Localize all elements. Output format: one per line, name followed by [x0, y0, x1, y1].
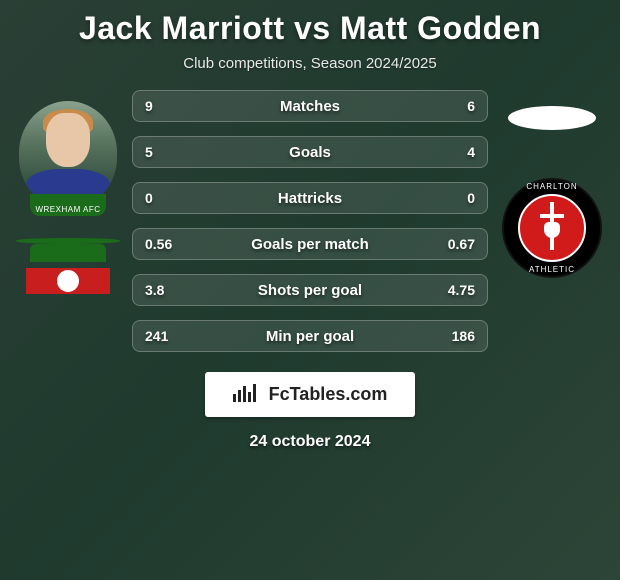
club-crest-right: CHARLTON ATHLETIC: [502, 178, 602, 278]
stat-label: Min per goal: [266, 328, 354, 345]
infographic-root: Jack Marriott vs Matt Godden Club compet…: [0, 0, 620, 451]
stat-right-value: 4: [439, 144, 475, 160]
stat-right-value: 0.67: [439, 236, 475, 252]
brand-text: FcTables.com: [269, 384, 388, 405]
crest-text-wrexham: WREXHAM AFC: [8, 205, 128, 214]
stat-right-value: 0: [439, 190, 475, 206]
left-column: WREXHAM AFC: [8, 90, 128, 230]
date-label: 24 october 2024: [250, 433, 371, 451]
stat-right-value: 186: [439, 328, 475, 344]
stat-left-value: 0: [145, 190, 181, 206]
stat-row-goals: 5 Goals 4: [132, 136, 488, 168]
stat-label: Hattricks: [278, 190, 342, 207]
player-photo-placeholder: [19, 101, 117, 209]
brand-badge: FcTables.com: [205, 372, 416, 417]
stat-label: Shots per goal: [258, 282, 362, 299]
stat-left-value: 0.56: [145, 236, 181, 252]
right-column: CHARLTON ATHLETIC: [492, 90, 612, 278]
stat-left-value: 3.8: [145, 282, 181, 298]
stat-row-goals-per-match: 0.56 Goals per match 0.67: [132, 228, 488, 260]
stat-label: Goals: [289, 144, 331, 161]
footer: FcTables.com 24 october 2024: [205, 372, 416, 451]
page-title: Jack Marriott vs Matt Godden: [79, 10, 541, 47]
stat-row-min-per-goal: 241 Min per goal 186: [132, 320, 488, 352]
stat-left-value: 9: [145, 98, 181, 114]
stat-left-value: 241: [145, 328, 181, 344]
crest-text-charlton-top: CHARLTON: [504, 182, 600, 191]
stat-row-matches: 9 Matches 6: [132, 90, 488, 122]
stats-column: 9 Matches 6 5 Goals 4 0 Hattricks 0 0.56…: [128, 90, 492, 352]
stat-label: Goals per match: [251, 236, 369, 253]
stat-right-value: 4.75: [439, 282, 475, 298]
stat-left-value: 5: [145, 144, 181, 160]
crest-text-charlton-bottom: ATHLETIC: [504, 265, 600, 274]
stat-row-hattricks: 0 Hattricks 0: [132, 182, 488, 214]
player-photo-right-placeholder: [508, 106, 596, 130]
main-row: WREXHAM AFC 9 Matches 6 5 Goals 4 0 Hatt…: [0, 90, 620, 352]
chart-bars-icon: [233, 382, 259, 407]
stat-label: Matches: [280, 98, 340, 115]
page-subtitle: Club competitions, Season 2024/2025: [183, 55, 437, 72]
stat-right-value: 6: [439, 98, 475, 114]
stat-row-shots-per-goal: 3.8 Shots per goal 4.75: [132, 274, 488, 306]
